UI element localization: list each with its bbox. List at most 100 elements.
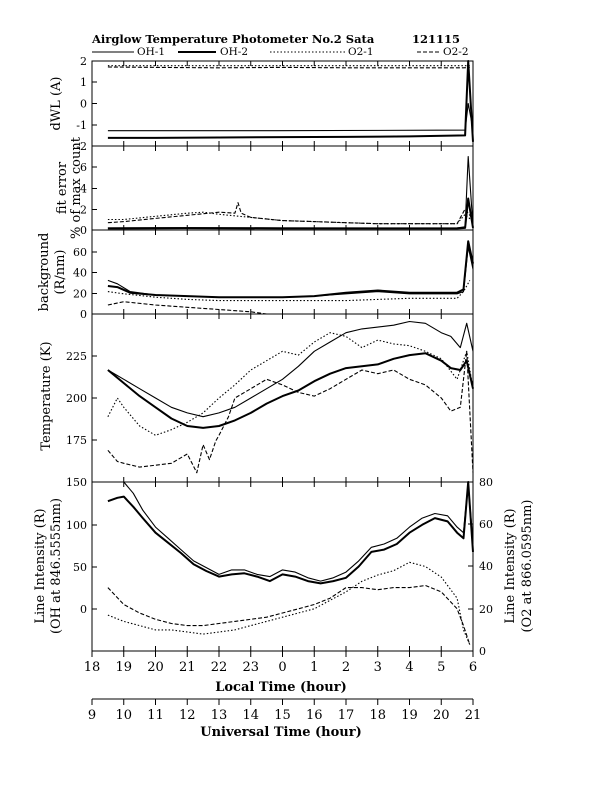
local-tick-label: 20 — [147, 660, 164, 675]
series-line_intensity-oh-2 — [107, 481, 474, 585]
local-tick-label: 23 — [242, 660, 259, 675]
y-tick-label: 40 — [73, 267, 87, 280]
y2-axis-label: Line Intensity (R) — [503, 508, 518, 623]
y-axis-label-2: (OH at 846.5555nm) — [49, 498, 64, 634]
panel-frame — [91, 229, 474, 315]
figure-title: Airglow Temperature Photometer No.2 Sata — [91, 32, 375, 46]
y2-axis-label-2: (O2 at 866.0595nm) — [520, 499, 535, 632]
universal-tick-label: 14 — [242, 708, 259, 723]
series-fit_error-oh-2 — [107, 197, 474, 230]
local-tick-label: 0 — [278, 660, 286, 675]
series-dwl-o2-2 — [107, 66, 470, 69]
panel-frame — [91, 60, 474, 147]
y2-tick-label: 0 — [479, 645, 486, 658]
y2-tick-label: 80 — [479, 476, 493, 489]
y-tick-label: 60 — [73, 246, 87, 259]
date-code: 121115 — [412, 32, 460, 46]
legend-label-o2-2: O2-2 — [443, 46, 469, 58]
local-tick-label: 4 — [405, 660, 413, 675]
y-tick-label: 20 — [73, 288, 87, 301]
universal-tick-label: 11 — [147, 708, 164, 723]
series-fit_error-o2-1 — [107, 211, 474, 225]
y-tick-label: 150 — [66, 476, 87, 489]
local-tick-label: 1 — [310, 660, 318, 675]
series-fit_error-o2-2 — [107, 202, 474, 225]
y-tick-label: 0 — [80, 224, 87, 237]
panel-background: 60 40 20 0 background (R/nm) — [37, 229, 474, 321]
universal-tick-label: 13 — [211, 708, 228, 723]
local-tick-label: 22 — [211, 660, 228, 675]
series-temperature-o2-1 — [107, 332, 474, 436]
figure-header: Airglow Temperature Photometer No.2 Sata… — [91, 32, 460, 46]
universal-tick-label: 12 — [179, 708, 196, 723]
legend-label-o2-1: O2-1 — [348, 46, 374, 58]
y-tick-label: 200 — [66, 392, 87, 405]
panel-frame — [91, 313, 474, 483]
y-axis-label: fit error — [55, 161, 70, 214]
local-tick-label: 21 — [179, 660, 196, 675]
panel-frame — [91, 481, 474, 652]
y2-tick-label: 20 — [479, 603, 493, 616]
legend: OH-1 OH-2 O2-1 O2-2 — [92, 46, 469, 58]
series-temperature-o2-2 — [107, 350, 474, 474]
y-tick-label: 2 — [80, 204, 87, 217]
universal-tick-label: 20 — [433, 708, 450, 723]
y-tick-label: 4 — [80, 183, 87, 196]
series-background-oh-2 — [107, 240, 474, 299]
y-tick-label: -1 — [76, 119, 87, 132]
series-temperature-oh-2 — [107, 352, 474, 429]
y-tick-label: 50 — [73, 561, 87, 574]
universal-tick-label: 9 — [88, 708, 96, 723]
y-tick-label: 175 — [66, 434, 87, 447]
local-tick-label: 5 — [437, 660, 445, 675]
y-tick-label: 0 — [80, 603, 87, 616]
universal-tick-label: 10 — [115, 708, 132, 723]
y-tick-label: 100 — [66, 519, 87, 532]
legend-label-oh-2: OH-2 — [220, 46, 248, 58]
universal-tick-label: 17 — [338, 708, 355, 723]
series-background-o2-2 — [107, 301, 267, 315]
y-axis-label: dWL (A) — [49, 77, 64, 131]
series-background-o2-1 — [107, 280, 471, 302]
y-tick-label: 2 — [80, 55, 87, 68]
y-axis-label: Line Intensity (R) — [33, 508, 48, 623]
y-axis-label-2: (R/nm) — [53, 249, 68, 294]
local-tick-label: 18 — [84, 660, 101, 675]
series-temperature-oh-1 — [107, 320, 474, 418]
y-tick-label: 0 — [80, 98, 87, 111]
y-axis-label: background — [37, 233, 52, 312]
y-tick-label: 6 — [80, 161, 87, 174]
y2-tick-label: 60 — [479, 518, 493, 531]
local-time-label: Local Time (hour) — [215, 680, 347, 695]
universal-tick-label: 19 — [401, 708, 418, 723]
universal-tick-label: 21 — [465, 708, 482, 723]
series-background-oh-1 — [107, 246, 474, 298]
y-axis-label: Temperature (K) — [39, 341, 54, 450]
universal-tick-label: 15 — [274, 708, 291, 723]
local-tick-label: 2 — [342, 660, 350, 675]
panel-frame — [91, 145, 474, 231]
series-line_intensity-oh-1 — [107, 481, 474, 582]
time-axes: Local Time (hour) Universal Time (hour) … — [84, 651, 482, 740]
local-tick-label: 3 — [374, 660, 382, 675]
y-tick-label: 1 — [80, 76, 87, 89]
series-dwl-oh-2 — [107, 60, 474, 142]
legend-label-oh-1: OH-1 — [137, 46, 165, 58]
y-tick-label: 225 — [66, 350, 87, 363]
local-tick-label: 6 — [469, 660, 477, 675]
y2-tick-label: 40 — [479, 560, 493, 573]
local-tick-label: 19 — [115, 660, 132, 675]
y-axis-label-2: % of max count — [69, 136, 84, 239]
series-dwl-oh-1 — [107, 102, 474, 132]
series-line_intensity-o2-2 — [107, 584, 471, 645]
universal-tick-label: 16 — [306, 708, 323, 723]
panel-temperature: 225 200 175 Temperature (K) — [39, 313, 474, 483]
universal-tick-label: 18 — [369, 708, 386, 723]
panel-dwl: 2 1 0 -1 -2 dWL (A) — [49, 55, 474, 153]
panel-fit_error: 6 4 2 0 fit error% of max count — [55, 136, 474, 239]
universal-time-label: Universal Time (hour) — [200, 725, 362, 740]
y-tick-label: -2 — [76, 140, 87, 153]
